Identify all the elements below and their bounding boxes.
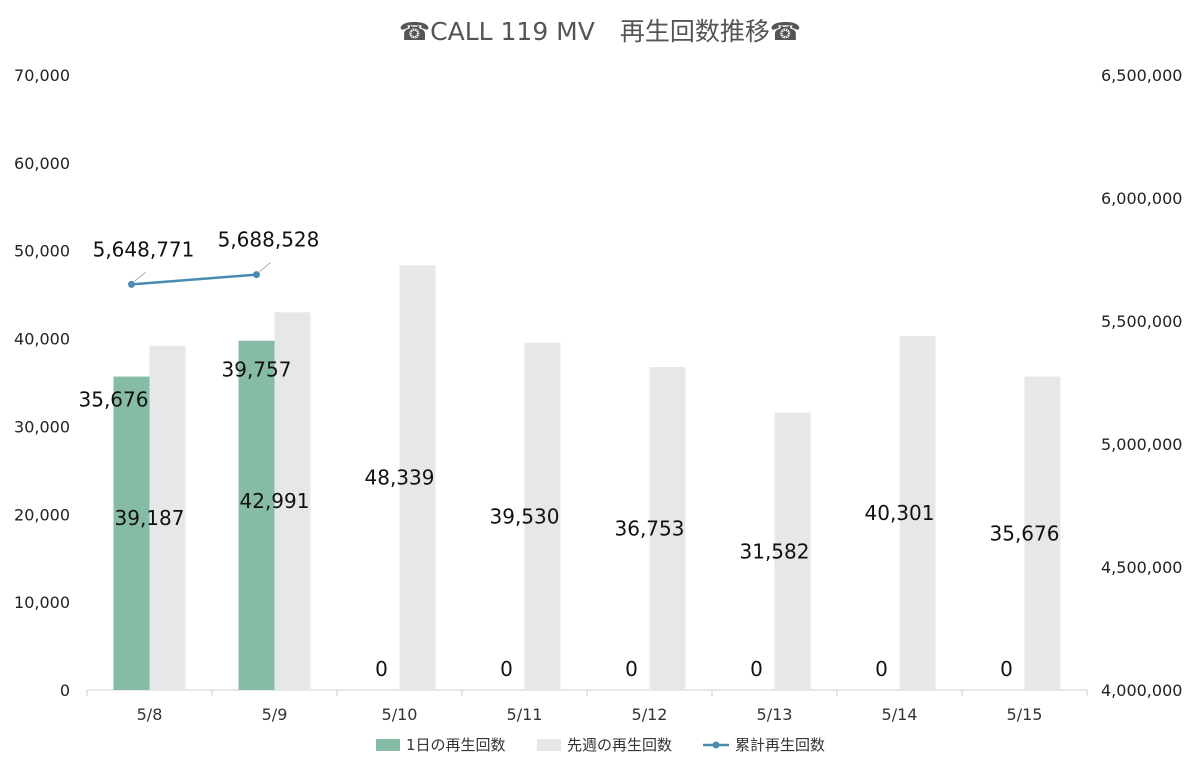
right-tick-label: 4,500,000 — [1101, 558, 1182, 577]
right-tick-label: 6,500,000 — [1101, 66, 1182, 85]
bar-last-week — [524, 342, 561, 690]
last-week-data-label: 40,301 — [865, 501, 935, 525]
bar-last-week — [774, 412, 811, 690]
legend-swatch-daily — [376, 739, 400, 751]
leader-line — [134, 272, 146, 282]
last-week-data-label: 39,530 — [490, 504, 560, 528]
last-week-data-label: 35,676 — [990, 521, 1060, 545]
cumulative-data-label: 5,688,528 — [218, 228, 320, 252]
x-tick-label: 5/13 — [757, 705, 793, 724]
left-tick-label: 60,000 — [14, 154, 70, 173]
bar-last-week — [399, 265, 436, 690]
last-week-data-label: 31,582 — [740, 539, 810, 563]
cumulative-line — [128, 271, 260, 288]
legend-label-last-week: 先週の再生回数 — [567, 736, 672, 754]
leader-line — [259, 262, 271, 273]
last-week-data-label: 48,339 — [365, 466, 435, 490]
legend-swatch-last-week — [537, 739, 561, 751]
cumulative-point — [253, 271, 260, 279]
left-tick-label: 40,000 — [14, 330, 70, 349]
x-tick-label: 5/8 — [137, 705, 163, 724]
right-tick-label: 4,000,000 — [1101, 681, 1182, 700]
right-tick-label: 5,500,000 — [1101, 312, 1182, 331]
left-tick-label: 0 — [60, 681, 70, 700]
daily-data-label: 35,676 — [79, 388, 149, 412]
bars — [113, 265, 1061, 690]
left-tick-label: 50,000 — [14, 242, 70, 261]
x-axis-ticks: 5/8 5/9 5/10 5/11 5/12 5/13 5/14 5/15 — [86, 690, 1088, 724]
x-tick-label: 5/12 — [632, 705, 668, 724]
bar-daily — [238, 340, 275, 690]
x-tick-label: 5/15 — [1007, 705, 1043, 724]
daily-data-label: 0 — [750, 657, 763, 681]
legend: 1日の再生回数 先週の再生回数 累計再生回数 — [376, 736, 825, 754]
cumulative-data-label: 5,648,771 — [93, 237, 195, 261]
last-week-data-label: 42,991 — [240, 489, 310, 513]
daily-data-label: 0 — [875, 657, 888, 681]
right-tick-label: 5,000,000 — [1101, 435, 1182, 454]
daily-data-label: 0 — [500, 657, 513, 681]
right-axis-ticks: 4,000,000 4,500,000 5,000,000 5,500,000 6,00… — [1101, 66, 1182, 700]
cumulative-line-path — [131, 273, 257, 286]
legend-label-cumulative: 累計再生回数 — [735, 736, 825, 754]
legend-marker-cumulative — [712, 741, 720, 749]
x-tick-label: 5/11 — [507, 705, 543, 724]
last-week-data-label: 36,753 — [615, 517, 685, 541]
bar-last-week — [649, 367, 686, 690]
bar-last-week — [899, 335, 936, 690]
left-tick-label: 20,000 — [14, 505, 70, 524]
left-axis-ticks: 0 10,000 20,000 30,000 40,000 50,000 60,000 70,… — [14, 66, 70, 700]
x-tick-label: 5/10 — [382, 705, 418, 724]
data-labels: 35,676 39,757 0 0 0 0 0 0 39,187 42,991 48,339 39,5… — [79, 228, 1060, 681]
chart-title: ☎CALL 119 MV 再生回数推移☎ — [399, 17, 801, 46]
daily-data-label: 0 — [375, 657, 388, 681]
x-tick-label: 5/14 — [882, 705, 918, 724]
daily-data-label: 0 — [625, 657, 638, 681]
legend-label-daily: 1日の再生回数 — [406, 736, 506, 754]
daily-data-label: 0 — [1000, 657, 1013, 681]
bar-last-week — [274, 312, 311, 690]
right-tick-label: 6,000,000 — [1101, 189, 1182, 208]
left-tick-label: 70,000 — [14, 66, 70, 85]
bar-last-week — [1024, 376, 1061, 690]
left-tick-label: 10,000 — [14, 593, 70, 612]
bar-last-week — [149, 345, 186, 690]
left-tick-label: 30,000 — [14, 417, 70, 436]
daily-data-label: 39,757 — [222, 358, 292, 382]
last-week-data-label: 39,187 — [115, 506, 185, 530]
bar-daily — [113, 376, 150, 690]
cumulative-point — [128, 280, 135, 288]
x-tick-label: 5/9 — [262, 705, 288, 724]
